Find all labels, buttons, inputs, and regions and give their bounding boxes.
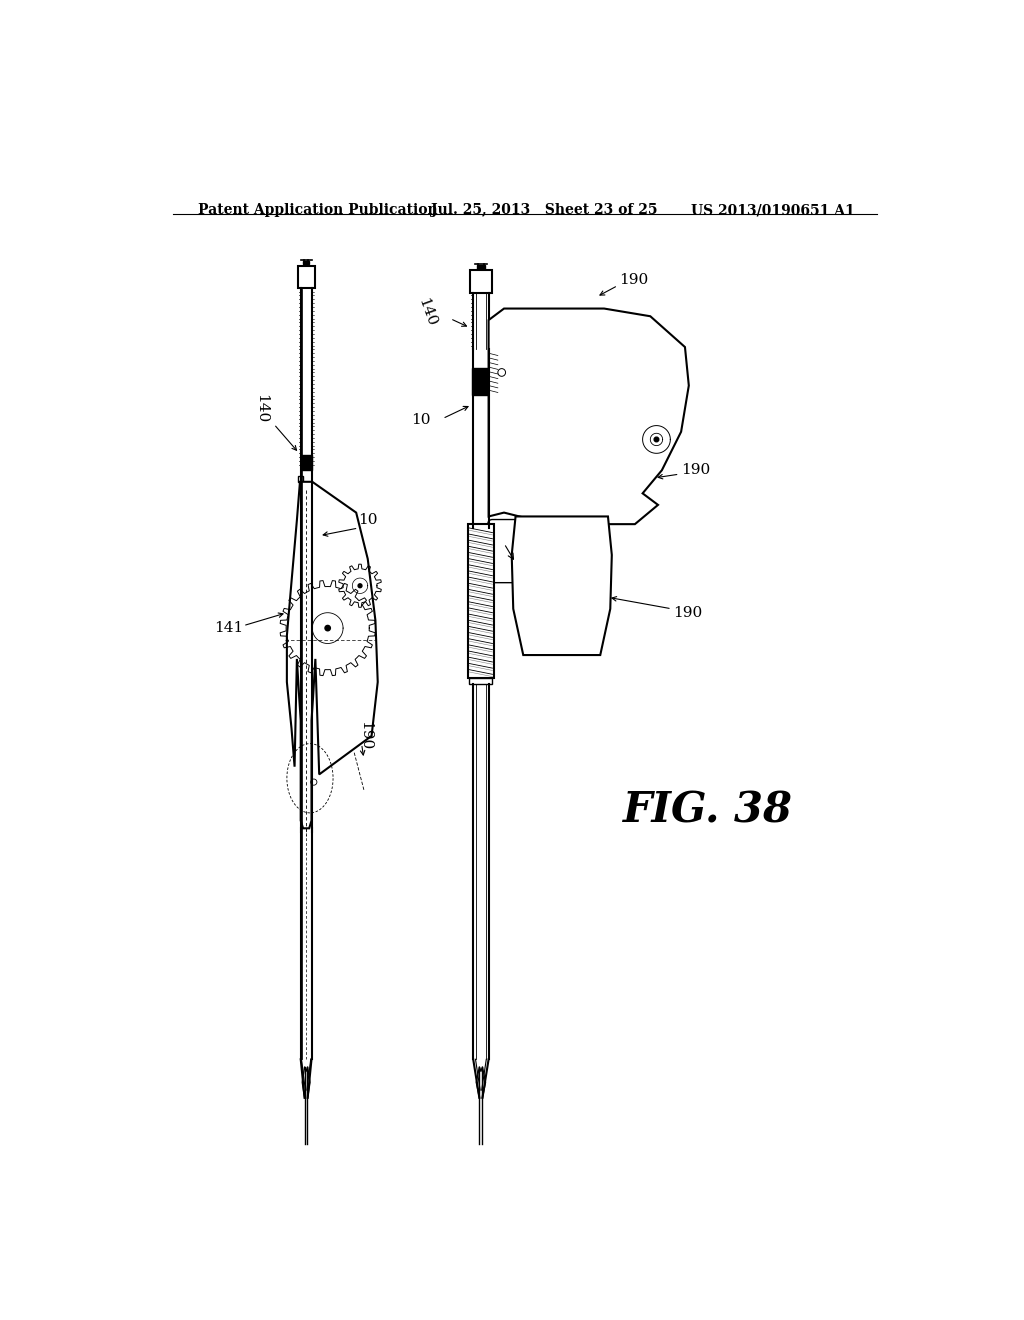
Circle shape	[325, 626, 331, 631]
Bar	[488, 354, 498, 392]
Text: 190: 190	[620, 273, 649, 286]
Polygon shape	[512, 516, 611, 655]
Bar	[469, 678, 493, 684]
Text: Jul. 25, 2013   Sheet 23 of 25: Jul. 25, 2013 Sheet 23 of 25	[431, 203, 657, 216]
Bar	[303, 261, 309, 264]
Text: 10: 10	[412, 413, 431, 428]
Text: 140: 140	[254, 395, 267, 424]
Circle shape	[358, 583, 361, 587]
Bar	[497, 327, 624, 502]
Polygon shape	[488, 309, 689, 524]
Bar	[477, 265, 484, 268]
Bar	[468, 524, 494, 678]
Text: 140: 140	[416, 296, 438, 329]
Text: 190: 190	[674, 606, 702, 619]
Text: FIG. 38: FIG. 38	[624, 789, 794, 832]
Text: 190: 190	[681, 463, 711, 478]
Bar	[493, 321, 624, 508]
Text: US 2013/0190651 A1: US 2013/0190651 A1	[690, 203, 854, 216]
Bar	[298, 475, 303, 482]
Bar	[470, 271, 492, 293]
Text: 10: 10	[358, 513, 378, 527]
Text: Patent Application Publication: Patent Application Publication	[199, 203, 438, 216]
Polygon shape	[287, 482, 378, 829]
Text: 190: 190	[358, 721, 373, 751]
Bar	[472, 368, 490, 395]
Text: 141: 141	[214, 622, 243, 635]
Bar	[301, 455, 311, 470]
Bar	[298, 267, 314, 288]
Circle shape	[654, 437, 658, 442]
